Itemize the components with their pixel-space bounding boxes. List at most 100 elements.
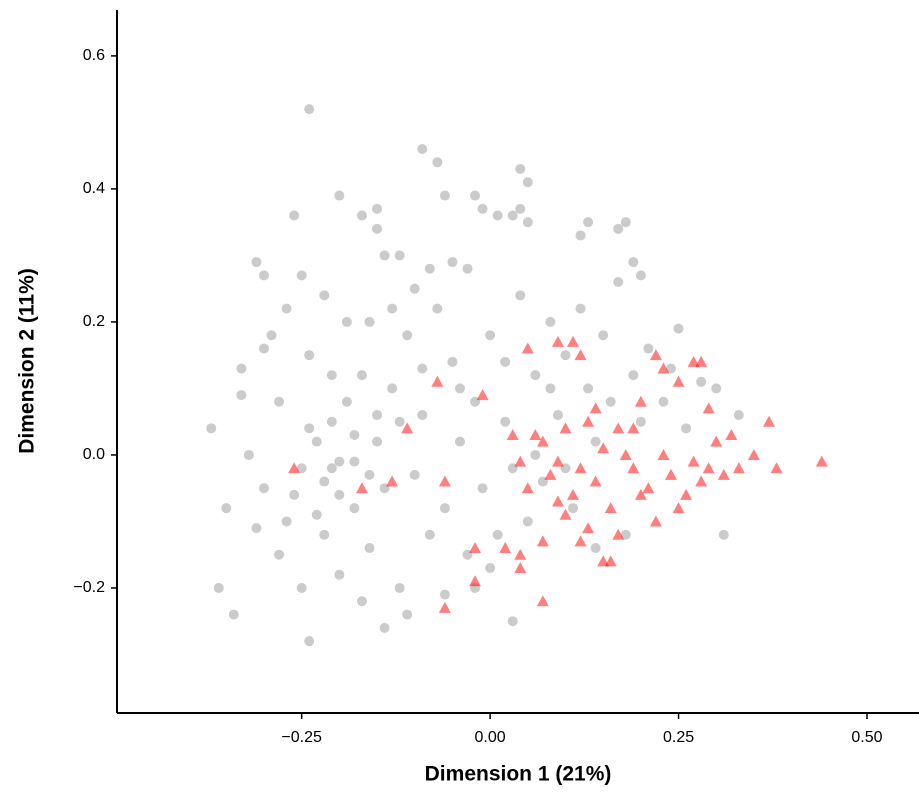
y-axis-label: Dimension 2 (11%): [16, 268, 39, 454]
point: [597, 555, 610, 567]
point: [598, 330, 609, 341]
point: [372, 203, 383, 214]
y-tick-label: 0.0: [83, 446, 105, 463]
point: [341, 396, 352, 407]
point: [582, 522, 595, 534]
y-tick-label: 0.6: [83, 47, 105, 64]
point: [409, 283, 420, 294]
point: [251, 257, 262, 268]
point: [597, 442, 610, 454]
point: [529, 428, 542, 440]
point: [319, 476, 330, 487]
point: [763, 415, 776, 427]
point: [424, 529, 435, 540]
point: [221, 503, 232, 514]
point: [213, 582, 224, 593]
point: [439, 503, 450, 514]
point: [530, 449, 541, 460]
point: [424, 263, 435, 274]
point: [288, 462, 301, 474]
point: [521, 482, 534, 494]
point: [417, 363, 428, 374]
point: [582, 415, 595, 427]
point: [717, 468, 730, 480]
point: [304, 350, 315, 361]
point: [657, 362, 670, 374]
point: [258, 343, 269, 354]
point: [695, 355, 708, 367]
point: [536, 435, 549, 447]
point: [507, 210, 518, 221]
point: [605, 396, 616, 407]
point: [514, 548, 527, 560]
point: [311, 436, 322, 447]
point: [379, 622, 390, 633]
point: [770, 462, 783, 474]
point: [657, 448, 670, 460]
point: [364, 543, 375, 554]
point: [355, 482, 368, 494]
point: [545, 316, 556, 327]
point: [394, 582, 405, 593]
point: [364, 469, 375, 480]
point: [304, 423, 315, 434]
point: [658, 396, 669, 407]
point: [394, 250, 405, 261]
point: [417, 410, 428, 421]
point: [281, 516, 292, 527]
point: [613, 277, 624, 288]
point: [386, 475, 399, 487]
point: [409, 469, 420, 480]
point: [447, 257, 458, 268]
point: [334, 456, 345, 467]
point: [620, 529, 631, 540]
point: [432, 303, 443, 314]
point: [649, 349, 662, 361]
point: [341, 316, 352, 327]
point: [500, 416, 511, 427]
point: [589, 475, 602, 487]
point: [680, 488, 693, 500]
y-tick-label: −0.2: [73, 579, 105, 596]
point: [485, 330, 496, 341]
point: [349, 429, 360, 440]
point: [544, 468, 557, 480]
point: [696, 376, 707, 387]
point: [643, 343, 654, 354]
point: [289, 210, 300, 221]
point: [334, 489, 345, 500]
point: [711, 383, 722, 394]
point: [485, 563, 496, 574]
point: [281, 303, 292, 314]
point: [568, 503, 579, 514]
point: [590, 436, 601, 447]
point: [521, 342, 534, 354]
point: [552, 410, 563, 421]
point: [364, 316, 375, 327]
point: [574, 462, 587, 474]
point: [635, 416, 646, 427]
point: [567, 488, 580, 500]
point: [470, 190, 481, 201]
x-tick-label: 0.00: [475, 729, 506, 746]
point: [522, 177, 533, 188]
point: [439, 190, 450, 201]
point: [681, 423, 692, 434]
point: [462, 263, 473, 274]
point: [545, 383, 556, 394]
point: [349, 503, 360, 514]
point: [560, 350, 571, 361]
point: [559, 422, 572, 434]
point: [296, 270, 307, 281]
point: [296, 463, 307, 474]
point: [673, 323, 684, 334]
point: [666, 363, 677, 374]
x-tick-label: −0.25: [281, 729, 322, 746]
point: [236, 363, 247, 374]
point: [612, 528, 625, 540]
point: [522, 217, 533, 228]
point: [402, 330, 413, 341]
point: [274, 549, 285, 560]
point: [583, 217, 594, 228]
